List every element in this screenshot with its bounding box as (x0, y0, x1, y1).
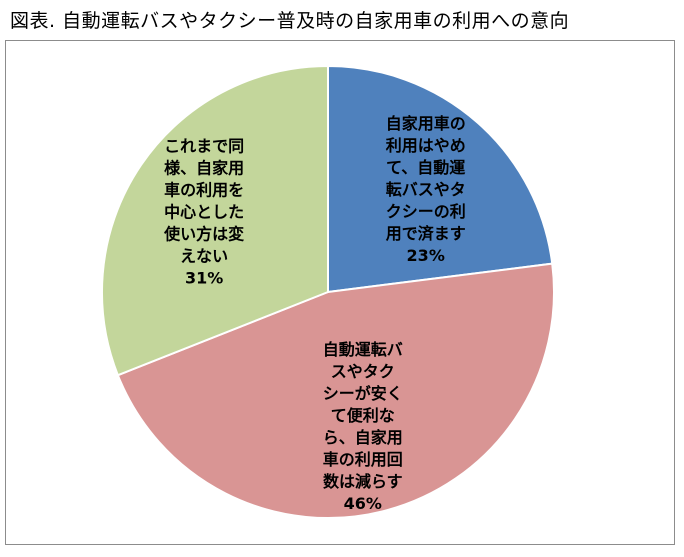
slice-label-line: ら、自家用 (323, 428, 403, 447)
slice-label-line: これまで同 (164, 137, 244, 156)
slice-label-line: 様、自家用 (164, 159, 244, 178)
pie-slice-1 (327, 64, 554, 294)
slice-value-label: 23% (407, 246, 445, 265)
slice-label-line: て、自動運 (386, 158, 465, 177)
slice-label-line: シーが安く (323, 384, 403, 403)
slice-label-line: 転バスやタ (386, 180, 466, 199)
chart-frame (5, 40, 675, 545)
slice-label-line: スやタク (331, 362, 395, 381)
slice-label-line: クシーの利 (386, 202, 466, 221)
pie-slice-2 (116, 262, 555, 520)
slice-label-line: 自動運転バ (323, 340, 403, 359)
slice-label-line: 車の利用を (164, 181, 244, 200)
slice-label-line: えない (180, 247, 228, 266)
figure-caption: 図表. 自動運転バスやタクシー普及時の自家用車の利用への意向 (10, 10, 570, 32)
slice-value-label: 46% (344, 494, 382, 513)
slice-label-line: 中心とした (164, 203, 244, 222)
slice-label-line: て便利な (331, 406, 395, 425)
slice-label-line: 数は減らす (323, 472, 403, 491)
pie-slice-3 (100, 64, 329, 377)
slice-label-line: 用で済ます (386, 224, 466, 243)
slice-label-line: 使い方は変 (163, 225, 244, 244)
slice-label-line: 自家用車の (386, 114, 466, 133)
slice-label-line: 利用はやめ (386, 136, 466, 155)
slice-value-label: 31% (185, 269, 223, 288)
slice-label-line: 車の利用回 (323, 450, 403, 469)
